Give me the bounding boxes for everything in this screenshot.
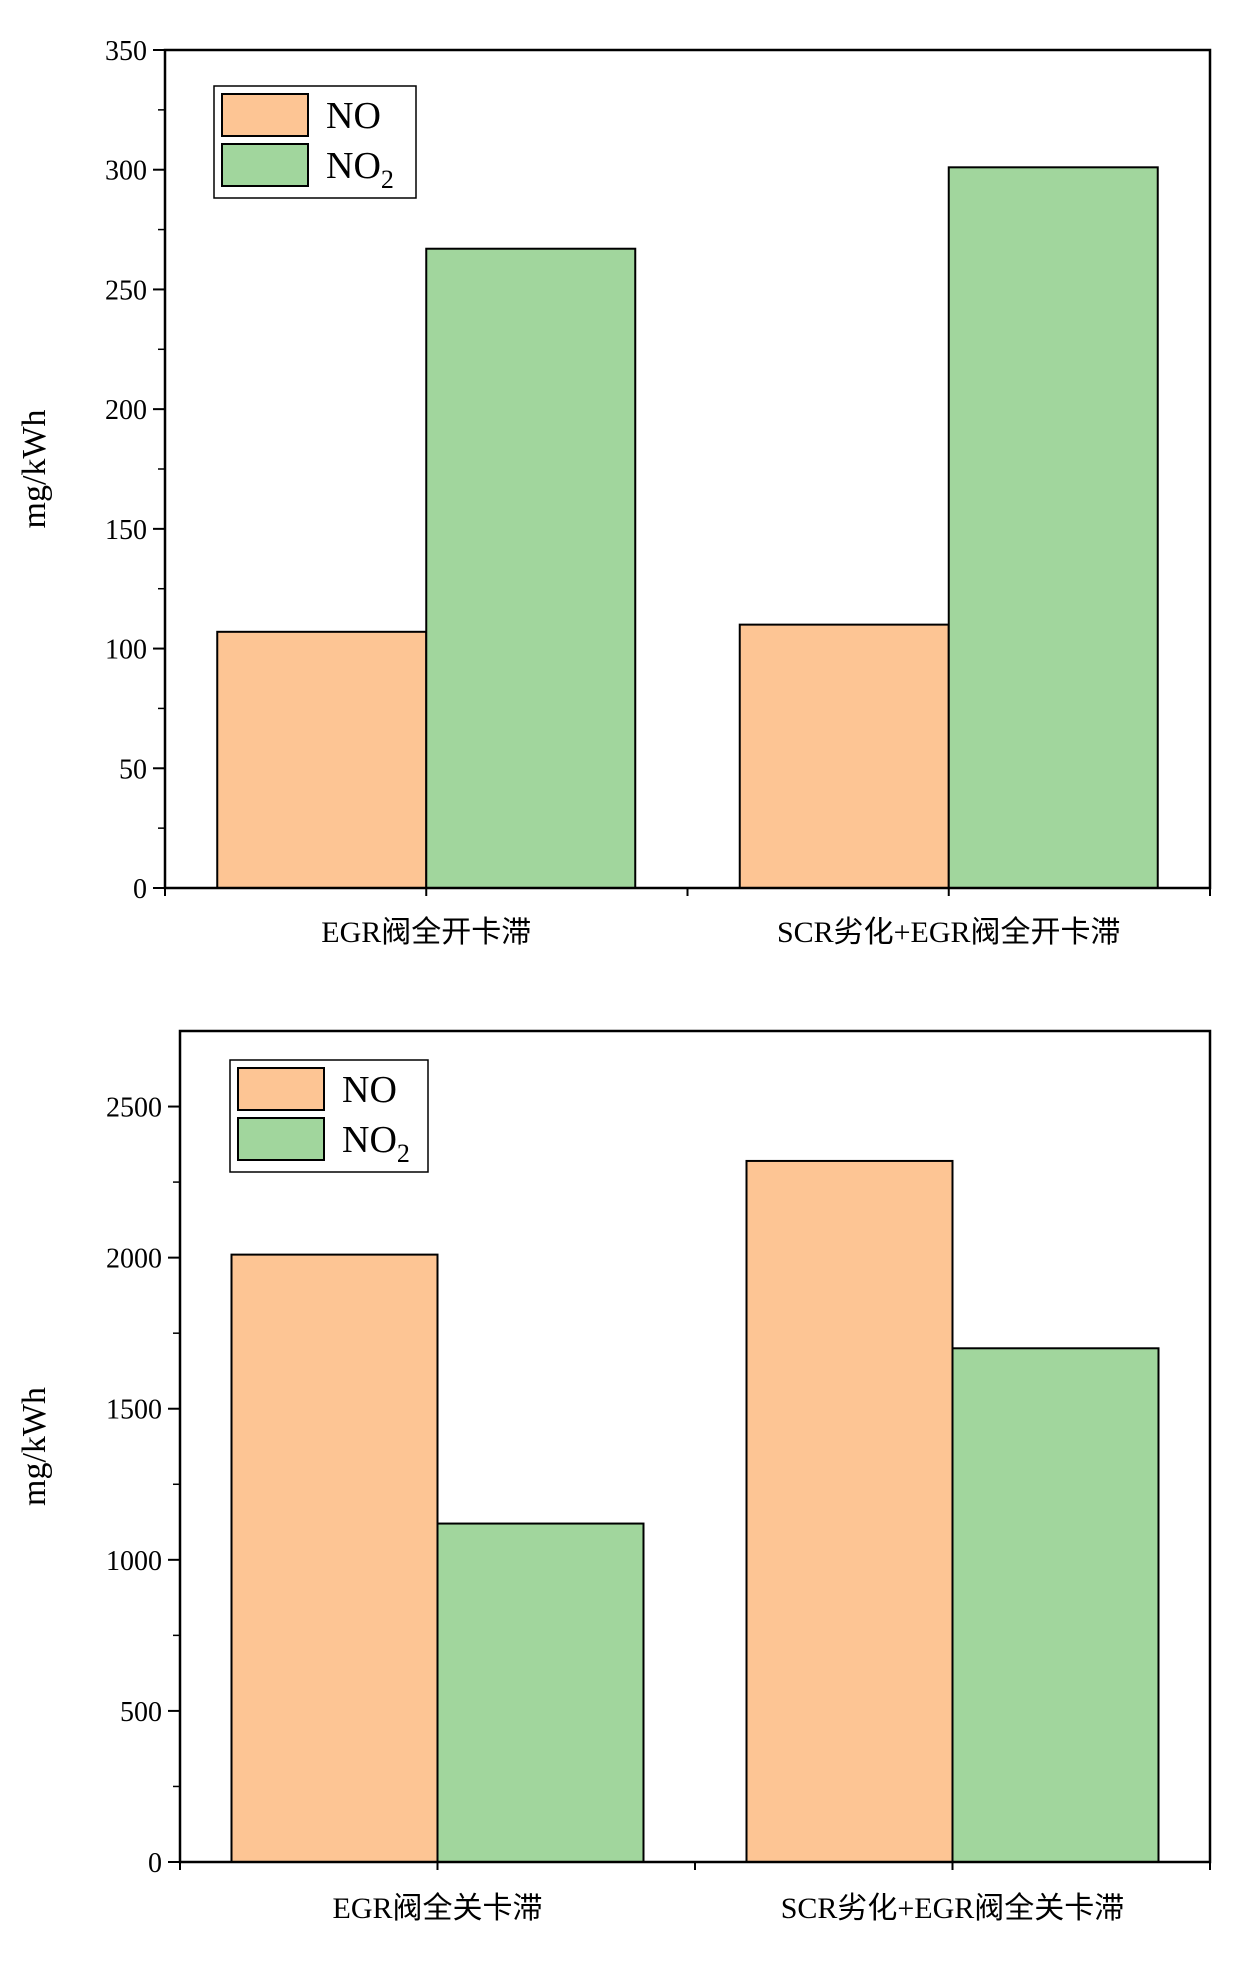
legend-label-no: NO	[342, 1069, 397, 1111]
bar-no-1	[738, 623, 950, 890]
y-tick-label: 1000	[106, 1546, 162, 1577]
legend-label-no2: NO2	[326, 145, 394, 194]
bar-no2-0	[436, 1522, 645, 1864]
bar-no2-1	[951, 1347, 1160, 1863]
x-tick-label: SCR劣化+EGR阀全开卡滞	[777, 916, 1121, 949]
bar-no-0	[216, 630, 428, 889]
legend-label-no2: NO2	[342, 1119, 410, 1168]
x-tick-label: EGR阀全开卡滞	[321, 916, 531, 949]
bar-no2-1	[947, 166, 1159, 889]
y-tick-label: 2000	[106, 1244, 162, 1275]
y-tick-label: 1500	[106, 1395, 162, 1426]
y-tick-label: 300	[105, 156, 147, 187]
y-tick-label: 0	[133, 874, 147, 905]
bar-no-0	[230, 1253, 439, 1863]
x-tick-label: SCR劣化+EGR阀全关卡滞	[781, 1892, 1125, 1925]
y-tick-label: 500	[120, 1697, 162, 1728]
y-tick-label: 150	[105, 515, 147, 546]
chart-bottom: EGR阀全关卡滞 SCR劣化+EGR阀全关卡滞 0 500 1000 1500 2000 25…	[16, 1029, 1212, 1925]
legend-swatch-no	[221, 93, 309, 137]
bar-no2-0	[425, 247, 637, 889]
y-tick-label: 100	[105, 635, 147, 666]
y-tick-label: 250	[105, 275, 147, 306]
y-tick-label: 50	[119, 754, 147, 785]
y-axis-label: mg/kWh	[16, 1387, 53, 1506]
legend-label-no: NO	[326, 95, 381, 137]
legend-swatch-no2	[237, 1117, 325, 1161]
legend-swatch-no	[237, 1067, 325, 1111]
legend-swatch-no2	[221, 143, 309, 187]
chart-top: EGR阀全开卡滞 SCR劣化+EGR阀全开卡滞 0 50 100 150 200 250 300…	[16, 36, 1212, 949]
y-tick-label: 350	[105, 36, 147, 67]
y-tick-label: 0	[148, 1848, 162, 1879]
bar-no-1	[745, 1159, 954, 1864]
y-tick-label: 2500	[106, 1093, 162, 1124]
y-axis-label: mg/kWh	[16, 410, 53, 529]
x-tick-label: EGR阀全关卡滞	[333, 1892, 543, 1925]
y-tick-label: 200	[105, 395, 147, 426]
plot-frame	[178, 1029, 1212, 1864]
